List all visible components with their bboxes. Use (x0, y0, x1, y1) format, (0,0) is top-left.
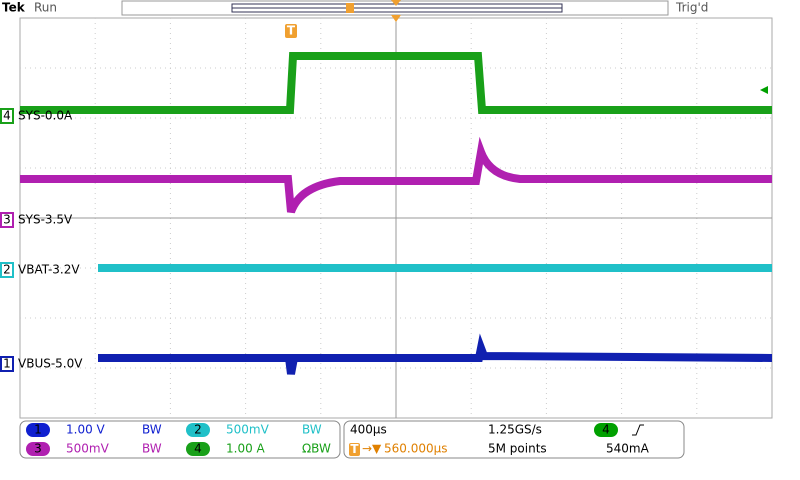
channel-badge (186, 442, 210, 456)
trigger-marker-box (285, 24, 297, 38)
trigger-arrow (391, 15, 401, 22)
channel-number: 4 (194, 442, 202, 456)
channel-number: 3 (3, 213, 11, 227)
trigger-pos-icon (346, 3, 354, 13)
trigger-source: 4 (602, 423, 610, 437)
delay: 560.000µs (384, 442, 448, 456)
channel-scale: 1.00 A (226, 442, 266, 456)
bandwidth-limit: ΩBW (302, 442, 331, 456)
record-length: 5M points (488, 442, 547, 456)
vertical-readouts: 1 1.00 V BW 2 500mV BW 3 500mV BW 4 1.00 A ΩBW (26, 423, 331, 456)
brand: Tek (2, 1, 26, 15)
channel-scale: 500mV (66, 442, 110, 456)
trigger-slope-icon (632, 424, 644, 436)
trigger-source-badge (594, 423, 618, 437)
bandwidth-limit: BW (142, 423, 162, 437)
channel-badge (0, 212, 14, 228)
channel-badge (0, 356, 14, 372)
sample-rate: 1.25GS/s (488, 423, 542, 437)
bandwidth-limit: BW (142, 442, 162, 456)
channel-number: 1 (3, 357, 11, 371)
expansion-marker (391, 0, 401, 6)
run-status: Run (34, 1, 57, 15)
channel-label: VBAT-3.2V (18, 263, 80, 277)
channel-number: 2 (3, 263, 11, 277)
delay-trigger-marker: T (350, 442, 359, 456)
trigger-level-arrow (760, 86, 768, 94)
waveforms (20, 52, 773, 375)
channel-number: 2 (194, 423, 202, 437)
channel-label: SYS-3.5V (18, 213, 73, 227)
time-scale: 400µs (350, 423, 387, 437)
trigger-status: Trig'd (675, 1, 708, 15)
channel-number: 4 (3, 109, 11, 123)
channel-scale: 1.00 V (66, 423, 106, 437)
channel-badge (26, 423, 50, 437)
channel-markers: 4 SYS-0.0A 3 SYS-3.5V 2 VBAT-3.2V 1 VBUS-5.0V (0, 108, 83, 372)
channel-label: VBUS-5.0V (18, 357, 83, 371)
channel-badge (0, 108, 14, 124)
channel-number: 1 (34, 423, 42, 437)
channel-badge (26, 442, 50, 456)
bandwidth-limit: BW (302, 423, 322, 437)
delay-arrow: →▼ (362, 442, 382, 456)
channel-badge (186, 423, 210, 437)
channel-scale: 500mV (226, 423, 270, 437)
channel-number: 3 (34, 442, 42, 456)
vertical-panel (19, 420, 341, 459)
trigger-marker: T (287, 24, 296, 38)
channel-badge (0, 262, 14, 278)
trigger-level: 540mA (606, 442, 650, 456)
channel-label: SYS-0.0A (18, 109, 73, 123)
waveform (98, 333, 773, 375)
delay-icon (349, 443, 360, 456)
waveform (20, 52, 772, 114)
waveform (20, 136, 772, 214)
